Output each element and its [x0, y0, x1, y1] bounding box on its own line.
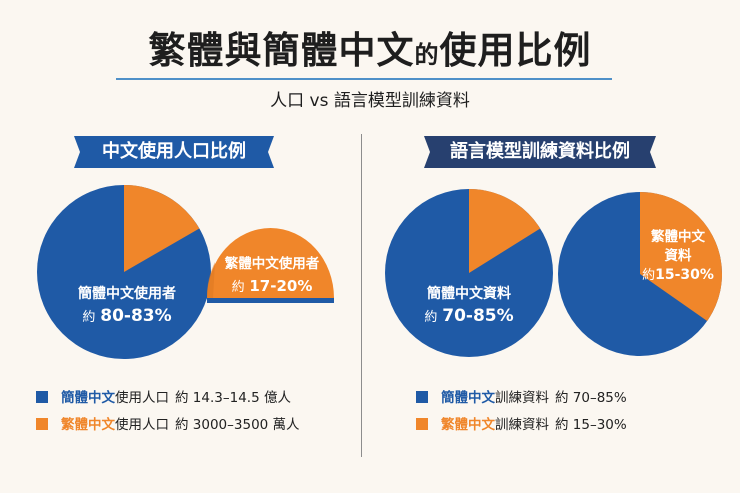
legend-swatch-blue [36, 391, 48, 403]
title-underline [116, 78, 612, 80]
label-title-2: 資料 [664, 248, 692, 264]
label-title: 簡體中文資料 [427, 286, 511, 302]
label-title: 繁體中文使用者 [224, 256, 320, 272]
right-legend-row-traditional: 繁體中文訓練資料約 15–30% [416, 415, 627, 435]
panel-divider [361, 134, 362, 457]
right-ribbon-label: 語言模型訓練資料比例 [450, 141, 630, 162]
label-prefix: 約 [424, 310, 438, 325]
legend-swatch-orange [36, 418, 48, 430]
label-pct: 17-20% [249, 277, 313, 295]
legend-hl-b: 中文 [88, 417, 115, 433]
legend-value: 約 70–85% [555, 390, 627, 406]
left-pie [37, 185, 211, 359]
left-ribbon: 中文使用人口比例 [74, 136, 274, 168]
label-title-1: 繁體中文 [651, 229, 705, 245]
right-legend-row-simplified: 簡體中文訓練資料約 70–85% [416, 388, 627, 408]
legend-hl-b: 中文 [468, 417, 495, 433]
legend-hl-b: 中文 [88, 390, 115, 406]
label-pct: 15-30% [655, 267, 714, 283]
ribbon-right-shape-icon [424, 136, 656, 168]
left-pie-traditional-label: 繁體中文使用者 約 17-20% [212, 253, 332, 299]
legend-hl-b: 中文 [468, 390, 495, 406]
legend-hl-a: 簡體 [61, 390, 88, 406]
left-ribbon-label: 中文使用人口比例 [102, 141, 246, 162]
title-part-1: 繁體與簡體中文 [148, 29, 415, 72]
right-pie-label: 繁體中文 資料 約15-30% [640, 228, 716, 285]
ribbon-left-shape-icon [74, 136, 274, 168]
label-pct: 80-83% [100, 306, 172, 326]
right-pie [558, 191, 723, 356]
subtitle: 人口 vs 語言模型訓練資料 [270, 91, 470, 111]
legend-hl-a: 簡體 [441, 390, 468, 406]
legend-text: 使用人口 [115, 390, 169, 406]
title-small-char: 的 [414, 41, 440, 69]
label-pct: 70-85% [442, 306, 514, 326]
label-prefix: 約 [231, 280, 245, 295]
label-prefix: 約 [82, 310, 96, 325]
legend-swatch-blue [416, 391, 428, 403]
legend-text: 訓練資料 [495, 390, 549, 406]
legend-swatch-orange [416, 418, 428, 430]
legend-value: 約 14.3–14.5 億人 [175, 390, 291, 406]
legend-hl-a: 繁體 [61, 417, 88, 433]
legend-text: 使用人口 [115, 417, 169, 433]
middle-pie-label: 簡體中文資料 約 70-85% [400, 283, 538, 329]
right-ribbon: 語言模型訓練資料比例 [424, 136, 656, 168]
middle-pie [385, 189, 553, 357]
legend-text: 訓練資料 [495, 417, 549, 433]
legend-hl-a: 繁體 [441, 417, 468, 433]
left-legend-row-traditional: 繁體中文使用人口約 3000–3500 萬人 [36, 415, 300, 435]
label-title: 簡體中文使用者 [78, 286, 176, 302]
title-part-2: 使用比例 [439, 29, 592, 72]
legend-value: 約 15–30% [555, 417, 627, 433]
legend-value: 約 3000–3500 萬人 [175, 417, 300, 433]
label-prefix: 約 [642, 268, 656, 283]
page-title: 繁體與簡體中文的使用比例 [0, 28, 740, 78]
left-legend-row-simplified: 簡體中文使用人口約 14.3–14.5 億人 [36, 388, 291, 408]
left-pie-simplified-label: 簡體中文使用者 約 80-83% [52, 283, 202, 329]
left-pie-exploded-slice [206, 228, 334, 303]
